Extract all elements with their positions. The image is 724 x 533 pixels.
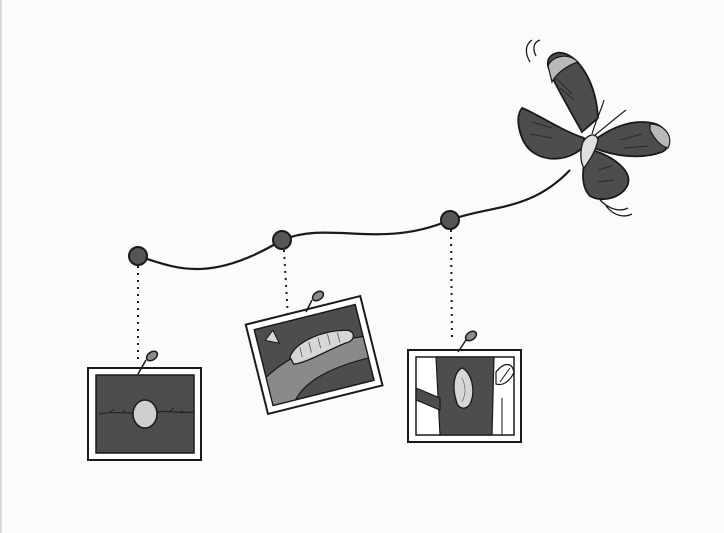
butterfly-icon: [517, 39, 671, 217]
timeline-string: [137, 169, 571, 270]
frame-chrysalis: [407, 349, 522, 443]
timeline-bead-1: [128, 246, 148, 266]
pushpin-icon: [305, 290, 325, 313]
timeline-bead-2: [272, 230, 292, 250]
pushpin-icon: [137, 350, 159, 375]
caterpillar-on-leaf-icon: [289, 329, 355, 365]
frame-caterpillar: [244, 294, 384, 416]
hanging-line-3: [450, 229, 453, 343]
pushpin-icon: [457, 330, 478, 353]
page-left-border: [0, 0, 2, 533]
hanging-line-2: [283, 249, 289, 319]
timeline-bead-3: [440, 210, 460, 230]
frame-egg: [87, 350, 202, 461]
egg-on-leaf-icon: [132, 399, 158, 429]
chrysalis-on-branch-icon: [453, 367, 474, 409]
